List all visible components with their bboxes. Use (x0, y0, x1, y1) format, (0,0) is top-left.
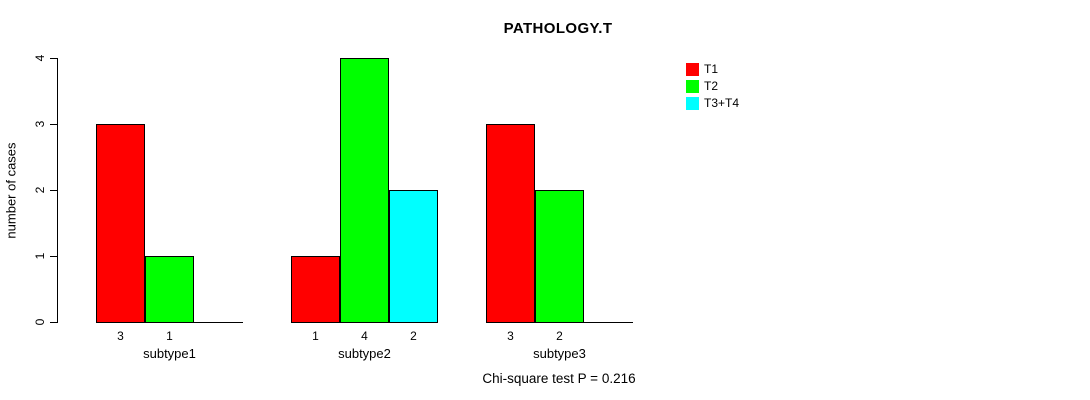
legend-swatch-T1 (686, 63, 699, 76)
legend-label-T3+T4: T3+T4 (704, 96, 740, 110)
y-axis-line (57, 58, 58, 323)
y-tick (50, 124, 57, 125)
y-tick-label: 1 (33, 252, 47, 260)
legend-swatch-T2 (686, 80, 699, 93)
category-label-subtype2: subtype2 (338, 346, 391, 361)
bar-T1-subtype1 (96, 124, 145, 323)
bar-count-label-T2-subtype1: 1 (166, 329, 173, 343)
bar-T3+T4-subtype2 (389, 190, 438, 323)
y-tick (50, 256, 57, 257)
y-tick (50, 58, 57, 59)
bar-count-label-T1-subtype2: 1 (312, 329, 319, 343)
bar-T1-subtype3 (486, 124, 535, 323)
legend-row-T3+T4: T3+T4 (686, 97, 739, 110)
category-label-subtype3: subtype3 (533, 346, 586, 361)
bar-count-label-T1-subtype3: 3 (507, 329, 514, 343)
legend-label-T1: T1 (704, 62, 719, 76)
y-axis-label: number of cases (3, 142, 19, 239)
legend-row-T1: T1 (686, 63, 739, 76)
legend-swatch-T3+T4 (686, 97, 699, 110)
chi-square-annotation: Chi-square test P = 0.216 (482, 371, 636, 386)
y-tick-label: 0 (33, 318, 47, 326)
bar-T1-subtype2 (291, 256, 340, 323)
y-tick-label: 4 (33, 54, 47, 62)
y-tick-label: 3 (33, 120, 47, 128)
legend-row-T2: T2 (686, 80, 739, 93)
chart-title: PATHOLOGY.T (503, 20, 613, 37)
y-tick (50, 322, 57, 323)
bar-T2-subtype3 (535, 190, 584, 323)
bar-count-label-T2-subtype2: 4 (361, 329, 368, 343)
y-tick (50, 190, 57, 191)
legend: T1 T2 T3+T4 (686, 63, 739, 110)
legend-label-T2: T2 (704, 79, 719, 93)
bar-count-label-T2-subtype3: 2 (556, 329, 563, 343)
bar-T2-subtype2 (340, 58, 389, 323)
category-label-subtype1: subtype1 (143, 346, 196, 361)
bar-count-label-T3+T4-subtype2: 2 (410, 329, 417, 343)
bar-T2-subtype1 (145, 256, 194, 323)
y-tick-label: 2 (33, 186, 47, 194)
bar-count-label-T1-subtype1: 3 (117, 329, 124, 343)
